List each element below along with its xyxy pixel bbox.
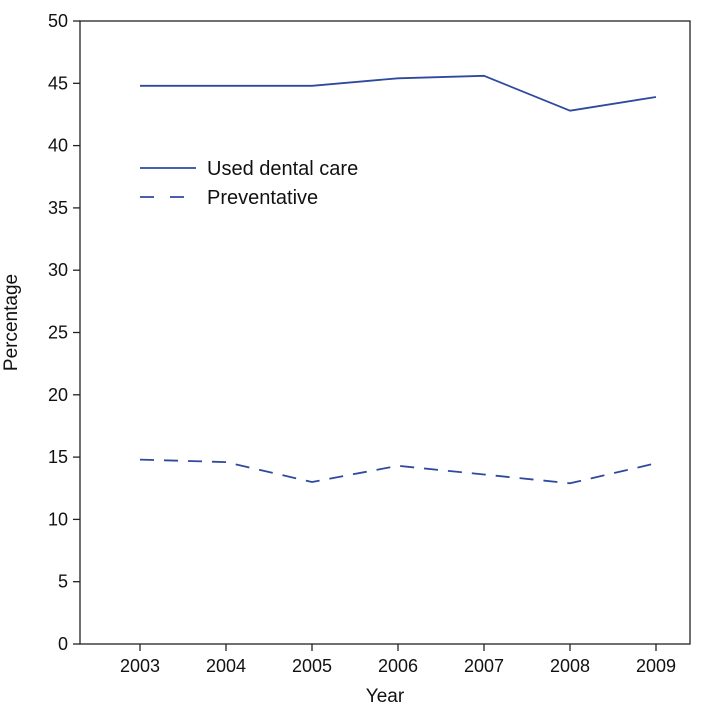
y-tick-label: 0 xyxy=(58,634,68,654)
y-tick-label: 50 xyxy=(48,11,68,31)
series-line xyxy=(140,74,657,112)
legend-label: Preventative xyxy=(207,187,318,209)
y-tick-label: 30 xyxy=(48,260,68,280)
y-tick-label: 35 xyxy=(48,198,68,218)
y-tick-label: 20 xyxy=(48,385,68,405)
x-tick-label: 2007 xyxy=(464,656,504,676)
x-tick-label: 2008 xyxy=(550,656,590,676)
x-tick-label: 2003 xyxy=(120,656,160,676)
axes xyxy=(79,20,691,645)
y-axis-title: Percentage xyxy=(1,274,22,371)
y-tick-label: 15 xyxy=(48,447,68,467)
x-axis-title: Year xyxy=(366,686,405,707)
x-tick-label: 2005 xyxy=(292,656,332,676)
series-layer xyxy=(139,74,657,485)
y-tick-label: 10 xyxy=(48,509,68,529)
y-tick-label: 25 xyxy=(48,323,68,343)
y-tick-label: 5 xyxy=(58,572,68,592)
legend-label: Used dental care xyxy=(207,158,358,180)
tick-layer: 0 5 10 15 20 25 30 35 40 45 50 2003 2004 2005 2006 2007… xyxy=(48,11,676,676)
series-0 xyxy=(140,74,657,112)
legend: Used dental care Preventative xyxy=(140,158,358,209)
x-tick-label: 2004 xyxy=(206,656,246,676)
y-tick-label: 45 xyxy=(48,73,68,93)
plot-frame xyxy=(79,20,691,645)
x-tick-label: 2006 xyxy=(378,656,418,676)
x-tick-label: 2009 xyxy=(636,656,676,676)
series-line xyxy=(139,458,657,485)
series-1 xyxy=(139,458,657,485)
y-tick-label: 40 xyxy=(48,136,68,156)
